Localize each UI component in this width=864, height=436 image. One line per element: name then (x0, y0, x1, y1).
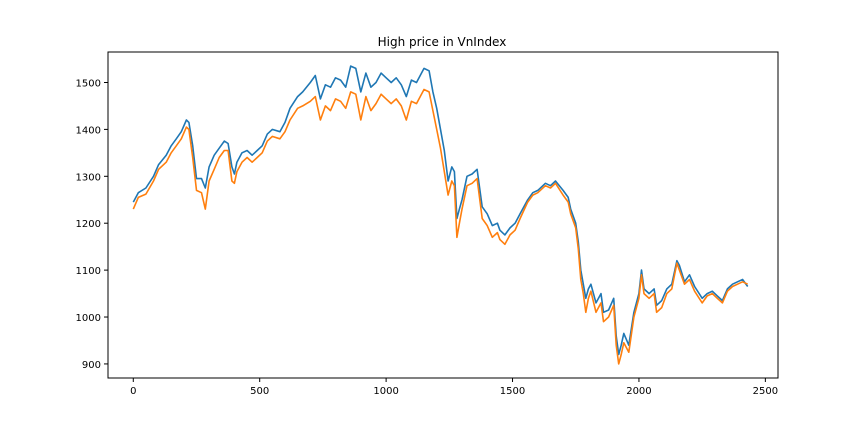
y-tick-label: 1300 (76, 172, 101, 183)
x-tick-label: 1000 (373, 386, 398, 397)
x-tick-label: 2500 (753, 386, 778, 397)
series-line-1 (132, 65, 749, 356)
y-tick-label: 900 (82, 360, 101, 371)
y-tick-label: 1400 (76, 125, 101, 136)
x-tick-label: 500 (250, 386, 269, 397)
y-axis: 900 1000 1100 1200 1300 1400 1500 (76, 78, 108, 371)
x-tick-label: 1500 (500, 386, 525, 397)
y-tick-label: 1200 (76, 219, 101, 230)
x-tick-label: 2000 (626, 386, 651, 397)
x-axis: 0 500 1000 1500 2000 2500 (130, 378, 778, 397)
y-tick-label: 1000 (76, 313, 101, 324)
plot-frame (107, 51, 779, 379)
series-line-2 (132, 88, 749, 365)
y-tick-label: 1100 (76, 266, 101, 277)
chart-title: High price in VnIndex (378, 35, 507, 49)
x-tick-label: 0 (130, 386, 136, 397)
y-tick-label: 1500 (76, 78, 101, 89)
series-layer (132, 65, 749, 365)
